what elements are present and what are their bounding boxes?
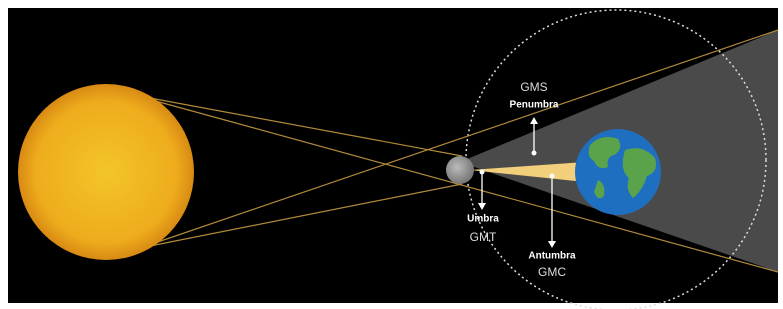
- antumbra-label: Antumbra: [528, 251, 576, 262]
- moon: [446, 156, 474, 184]
- sun: [18, 84, 194, 260]
- umbra-code: GMT: [470, 230, 497, 244]
- penumbra-label: Penumbra: [510, 100, 559, 111]
- antumbra-code: GMC: [538, 265, 566, 279]
- eclipse-diagram: GMS Penumbra Umbra GMT Antumbra GMC: [0, 0, 783, 309]
- umbra-label: Umbra: [467, 214, 499, 225]
- earth: [575, 129, 661, 215]
- penumbra-code: GMS: [520, 80, 547, 94]
